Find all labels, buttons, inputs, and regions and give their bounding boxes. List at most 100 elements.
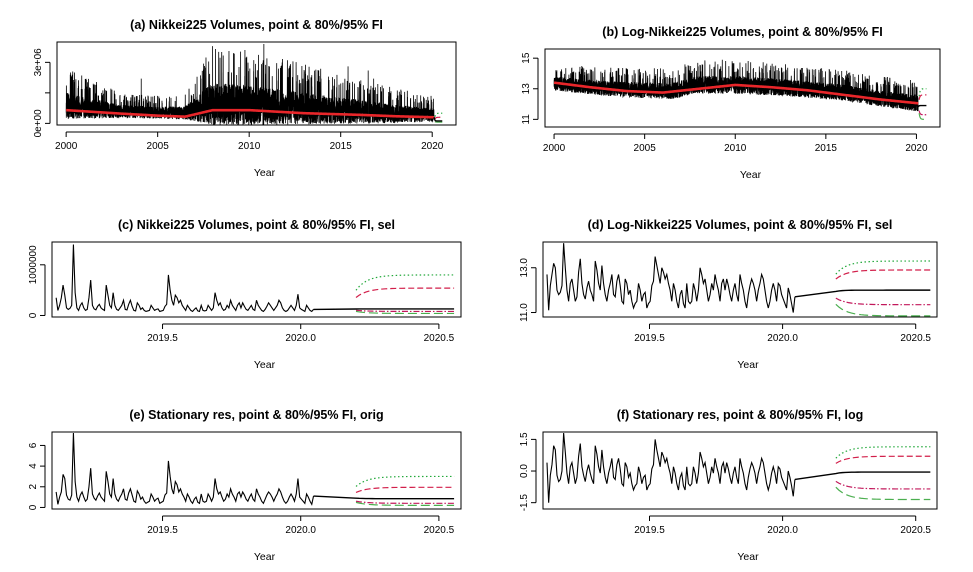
- plot-area: [55, 244, 455, 315]
- panel-a-volumes: (a) Nikkei225 Volumes, point & 80%/95% F…: [33, 18, 457, 179]
- forecast-point-line: [313, 495, 455, 500]
- forecast-lower-80: [835, 480, 931, 490]
- y-axis: 0e+00 3e+06: [33, 48, 51, 138]
- forecast-lower-95: [918, 113, 927, 120]
- forecast-upper-80: [355, 287, 455, 298]
- plot-area: [546, 243, 931, 317]
- forecast-upper-80: [355, 486, 455, 493]
- x-axis: 2000 2005 2010 2015 2020: [55, 131, 444, 152]
- y-tick-label: 13.0: [519, 258, 530, 278]
- x-axis-label: Year: [254, 359, 276, 371]
- y-tick-label: 1.5: [519, 432, 530, 446]
- y-tick-label: 11.0: [519, 303, 530, 322]
- y-axis: 0 1000000: [28, 245, 46, 318]
- x-axis: 2019.5 2020.0 2020.5: [634, 323, 931, 344]
- forecast-upper-80: [434, 116, 443, 120]
- forecast-lower-95: [835, 303, 931, 317]
- x-axis-label: Year: [737, 551, 759, 563]
- forecast-upper-95: [434, 112, 443, 117]
- x-tick-label: 2019.5: [147, 525, 178, 536]
- x-tick-label: 2000: [55, 141, 78, 152]
- plot-area: [546, 433, 931, 503]
- series-line: [546, 243, 796, 313]
- x-axis-label: Year: [254, 551, 276, 563]
- x-axis-label: Year: [737, 359, 759, 371]
- y-tick-label: -1.5: [519, 494, 530, 512]
- series-line: [55, 433, 315, 506]
- x-tick-label: 2020.0: [285, 525, 316, 536]
- y-tick-label: 1000000: [28, 245, 39, 284]
- x-tick-label: 2005: [634, 143, 657, 154]
- panel-title: (e) Stationary res, point & 80%/95% FI, …: [129, 408, 383, 422]
- y-tick-label: 11: [521, 114, 532, 125]
- y-tick-label: 0: [28, 504, 39, 510]
- plot-frame: [56, 41, 457, 126]
- y-tick-label: 0.0: [519, 464, 530, 478]
- panel-title: (d) Log-Nikkei225 Volumes, point & 80%/9…: [588, 218, 893, 232]
- forecast-upper-80: [835, 455, 931, 464]
- plot-area: [553, 59, 927, 120]
- y-tick-label: 4: [28, 463, 39, 469]
- forecast-lower-80: [835, 297, 931, 306]
- panel-title: (a) Nikkei225 Volumes, point & 80%/95% F…: [130, 18, 383, 32]
- plot-frame: [544, 48, 941, 128]
- y-axis: 0 2 4 6: [28, 442, 46, 510]
- forecast-lower-80: [918, 110, 927, 116]
- y-tick-label: 6: [28, 442, 39, 448]
- y-tick-label: 13: [521, 83, 532, 95]
- x-tick-label: 2020: [905, 143, 928, 154]
- forecast-lower-80: [355, 500, 455, 504]
- panel-e-stationary-residuals-orig: (e) Stationary res, point & 80%/95% FI, …: [28, 408, 462, 563]
- x-axis: 2019.5 2020.0 2020.5: [147, 515, 455, 536]
- forecast-lower-95: [355, 501, 455, 506]
- forecast-lower-80: [355, 309, 455, 313]
- x-tick-label: 2019.5: [634, 525, 665, 536]
- forecast-lower-95: [434, 121, 443, 123]
- x-tick-label: 2019.5: [147, 333, 178, 344]
- y-tick-label: 0e+00: [33, 109, 44, 138]
- x-tick-label: 2000: [543, 143, 566, 154]
- y-axis: 11.0 13.0: [519, 258, 537, 322]
- panel-title: (c) Nikkei225 Volumes, point & 80%/95% F…: [118, 218, 395, 232]
- x-tick-label: 2020.0: [767, 525, 798, 536]
- forecast-upper-95: [918, 88, 927, 97]
- x-tick-label: 2020.5: [424, 525, 455, 536]
- x-tick-label: 2020.5: [900, 333, 931, 344]
- x-axis-label: Year: [740, 169, 762, 181]
- forecast-upper-80: [918, 94, 927, 100]
- plot-area: [55, 433, 455, 506]
- plot-area: [65, 44, 443, 125]
- x-axis: 2019.5 2020.0 2020.5: [147, 323, 455, 344]
- forecast-point-line: [917, 104, 927, 108]
- x-axis-label: Year: [254, 167, 276, 179]
- panel-f-stationary-residuals-log: (f) Stationary res, point & 80%/95% FI, …: [519, 408, 938, 563]
- forecast-lower-95: [355, 310, 455, 315]
- panel-c-volumes-selection: (c) Nikkei225 Volumes, point & 80%/95% F…: [28, 218, 462, 371]
- forecast-point-line: [794, 289, 931, 298]
- forecast-lower-95: [835, 486, 931, 501]
- forecast-upper-95: [835, 446, 931, 459]
- y-tick-label: 15: [521, 52, 532, 64]
- x-tick-label: 2020.5: [900, 525, 931, 536]
- y-tick-label: 3e+06: [33, 48, 44, 77]
- x-tick-label: 2020.5: [424, 333, 455, 344]
- panel-title: (f) Stationary res, point & 80%/95% FI, …: [617, 408, 864, 422]
- trend-line: [66, 108, 435, 119]
- x-tick-label: 2019.5: [634, 333, 665, 344]
- x-tick-label: 2020: [421, 141, 444, 152]
- plot-frame: [542, 241, 938, 318]
- x-tick-label: 2020.0: [767, 333, 798, 344]
- x-axis: 2000 2005 2010 2015 2020: [543, 133, 928, 154]
- plot-frame: [542, 431, 938, 510]
- panel-b-log-volumes: (b) Log-Nikkei225 Volumes, point & 80%/9…: [521, 25, 941, 181]
- x-tick-label: 2010: [238, 141, 261, 152]
- plot-frame: [51, 431, 462, 510]
- forecast-upper-95: [355, 274, 455, 291]
- y-tick-label: 2: [28, 484, 39, 490]
- forecast-upper-80: [835, 269, 931, 280]
- y-axis: 11 13 15: [521, 52, 539, 125]
- y-axis: -1.5 0.0 1.5: [519, 432, 537, 512]
- forecast-point-line: [433, 116, 443, 122]
- forecast-point-line: [794, 471, 931, 481]
